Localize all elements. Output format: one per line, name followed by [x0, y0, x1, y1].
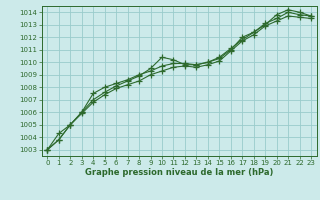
X-axis label: Graphe pression niveau de la mer (hPa): Graphe pression niveau de la mer (hPa) — [85, 168, 273, 177]
